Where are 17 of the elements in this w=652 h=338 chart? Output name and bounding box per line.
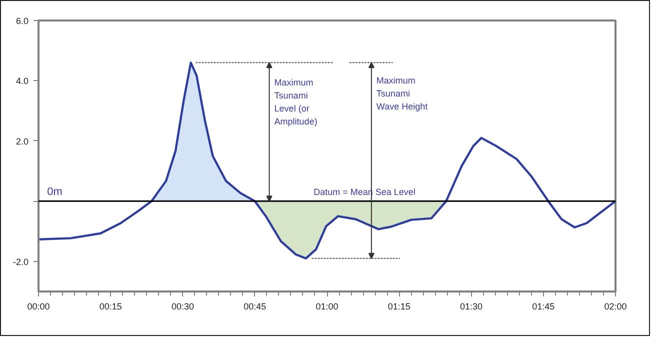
- x-tick-label: 00:30: [171, 302, 194, 312]
- x-tick-label: 02:00: [604, 302, 627, 312]
- annotation: Maximum Tsunami Level (or Amplitude): [274, 77, 318, 126]
- x-tick-label: 01:30: [460, 302, 483, 312]
- x-tick-label: 00:45: [244, 302, 266, 312]
- y-tick-label: 4.0: [16, 76, 29, 86]
- x-tick-label: 01:15: [388, 302, 410, 312]
- y-tick-label: 6.0: [16, 16, 29, 26]
- x-tick-label: 00:00: [27, 302, 50, 312]
- x-tick-label: 01:45: [532, 302, 555, 312]
- y-tick-label: -2.0: [12, 256, 29, 267]
- annotation: 0m: [47, 186, 62, 198]
- y-tick-label: 2.0: [16, 136, 29, 146]
- annotation: Maximum Tsunami Wave Height: [376, 76, 428, 112]
- x-tick-label: 01:00: [316, 302, 338, 312]
- x-tick-label: 00:15: [99, 302, 122, 312]
- line-series: [38, 62, 616, 260]
